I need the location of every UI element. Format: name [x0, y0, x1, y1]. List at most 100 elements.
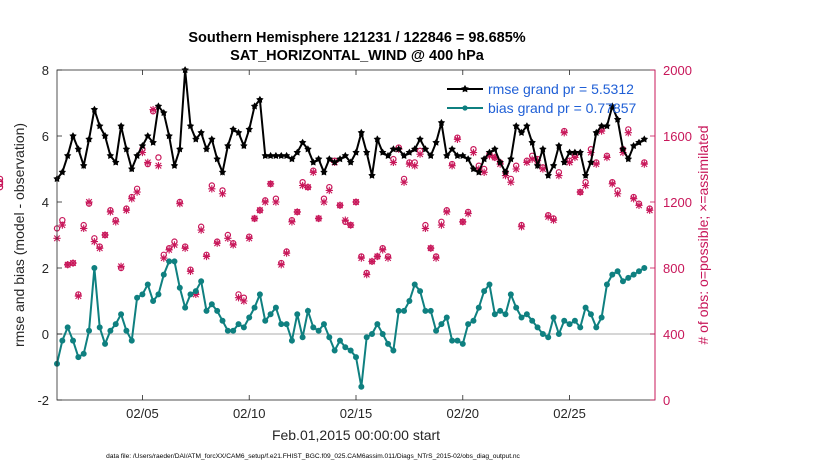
bias-point	[198, 278, 205, 285]
obs-assimilated-marker	[277, 261, 285, 269]
bias-point	[214, 307, 221, 314]
obs-assimilated-marker	[630, 195, 638, 203]
obs-assimilated-marker	[128, 195, 136, 203]
obs-assimilated-marker	[608, 180, 616, 188]
obs-assimilated-marker	[250, 214, 259, 223]
obs-possible-marker	[0, 175, 4, 183]
bias-point	[641, 264, 648, 271]
obs-assimilated-marker	[347, 221, 355, 229]
rmse-point	[154, 102, 163, 110]
obs-assimilated-marker	[69, 259, 77, 267]
legend-marker-bias	[462, 105, 468, 111]
rmse-point	[170, 161, 179, 169]
rmse-point	[245, 125, 253, 133]
rmse-point	[288, 155, 296, 163]
rmse-point	[229, 125, 237, 133]
y-right-tick-label: 2000	[663, 63, 692, 78]
bias-point	[593, 324, 600, 331]
bias-point	[491, 311, 498, 318]
rmse-point	[378, 148, 387, 156]
obs-assimilated-marker	[144, 158, 152, 167]
obs-assimilated-marker	[619, 148, 627, 157]
bias-point	[278, 321, 285, 328]
rmse-point	[555, 142, 563, 150]
obs-assimilated-marker	[336, 201, 344, 209]
obs-assimilated-marker	[80, 224, 88, 233]
rmse-point	[63, 151, 72, 159]
obs-assimilated-marker	[85, 198, 93, 206]
obs-assimilated-marker	[443, 208, 451, 216]
bias-point	[203, 307, 210, 314]
obs-assimilated-marker	[464, 209, 472, 218]
bias-point	[630, 271, 637, 278]
bias-point	[363, 334, 370, 341]
bias-point	[374, 321, 381, 328]
rmse-point	[160, 109, 168, 117]
obs-assimilated-marker	[341, 216, 349, 224]
bias-point	[550, 314, 557, 321]
bias-point	[171, 258, 178, 265]
bias-point	[619, 278, 626, 285]
obs-possible-marker	[0, 180, 4, 188]
bias-point	[427, 307, 434, 314]
obs-assimilated-marker	[448, 162, 456, 170]
obs-assimilated-marker	[154, 162, 163, 170]
bias-point	[422, 307, 429, 314]
obs-assimilated-marker	[224, 234, 232, 242]
bias-point	[235, 321, 242, 328]
bias-point	[555, 330, 562, 337]
obs-assimilated-marker	[320, 198, 328, 206]
rmse-point	[416, 135, 424, 143]
rmse-point	[603, 122, 611, 130]
rmse-point	[485, 148, 494, 156]
obs-assimilated-marker	[186, 267, 195, 275]
obs-assimilated-marker	[160, 254, 168, 262]
bias-point	[262, 317, 269, 324]
bias-point	[91, 264, 98, 271]
y-right-tick-label: 0	[663, 393, 670, 408]
obs-assimilated-marker	[453, 135, 462, 143]
bias-point	[401, 307, 408, 314]
obs-assimilated-marker	[379, 246, 387, 254]
bias-point	[224, 327, 231, 334]
bias-point	[507, 291, 514, 298]
bias-point	[176, 284, 183, 291]
obs-assimilated-marker	[298, 181, 307, 190]
bias-point	[150, 297, 157, 304]
obs-assimilated-marker	[256, 206, 264, 214]
rmse-point	[101, 132, 109, 140]
obs-assimilated-marker	[288, 218, 296, 226]
rmse-point	[517, 128, 526, 136]
rmse-point	[496, 158, 504, 166]
bias-point	[246, 314, 253, 321]
rmse-point	[624, 155, 633, 163]
rmse-point	[469, 165, 478, 173]
bias-point	[315, 327, 322, 334]
bias-point	[609, 271, 616, 278]
rmse-point	[213, 155, 221, 163]
rmse-point	[533, 161, 542, 169]
bias-point	[294, 311, 301, 318]
y-left-tick-label: 2	[42, 261, 49, 276]
bias-point	[561, 317, 568, 324]
obs-assimilated-marker	[373, 252, 381, 261]
rmse-point	[613, 115, 622, 123]
bias-point	[160, 271, 167, 278]
legend-marker-rmse	[461, 84, 469, 93]
bias-point	[320, 321, 327, 328]
rmse-point	[186, 122, 195, 130]
bias-point	[577, 324, 584, 331]
obs-assimilated-marker	[208, 185, 216, 193]
y-left-tick-label: 0	[42, 327, 49, 342]
obs-assimilated-marker	[501, 171, 510, 180]
bias-point	[369, 330, 376, 337]
bias-point	[566, 321, 573, 328]
obs-assimilated-marker	[640, 160, 648, 168]
bias-point	[625, 274, 632, 281]
bias-point	[571, 317, 578, 324]
obs-assimilated-marker	[597, 127, 606, 135]
bias-point	[603, 281, 610, 288]
bias-point	[545, 334, 552, 341]
obs-assimilated-marker	[565, 158, 574, 167]
